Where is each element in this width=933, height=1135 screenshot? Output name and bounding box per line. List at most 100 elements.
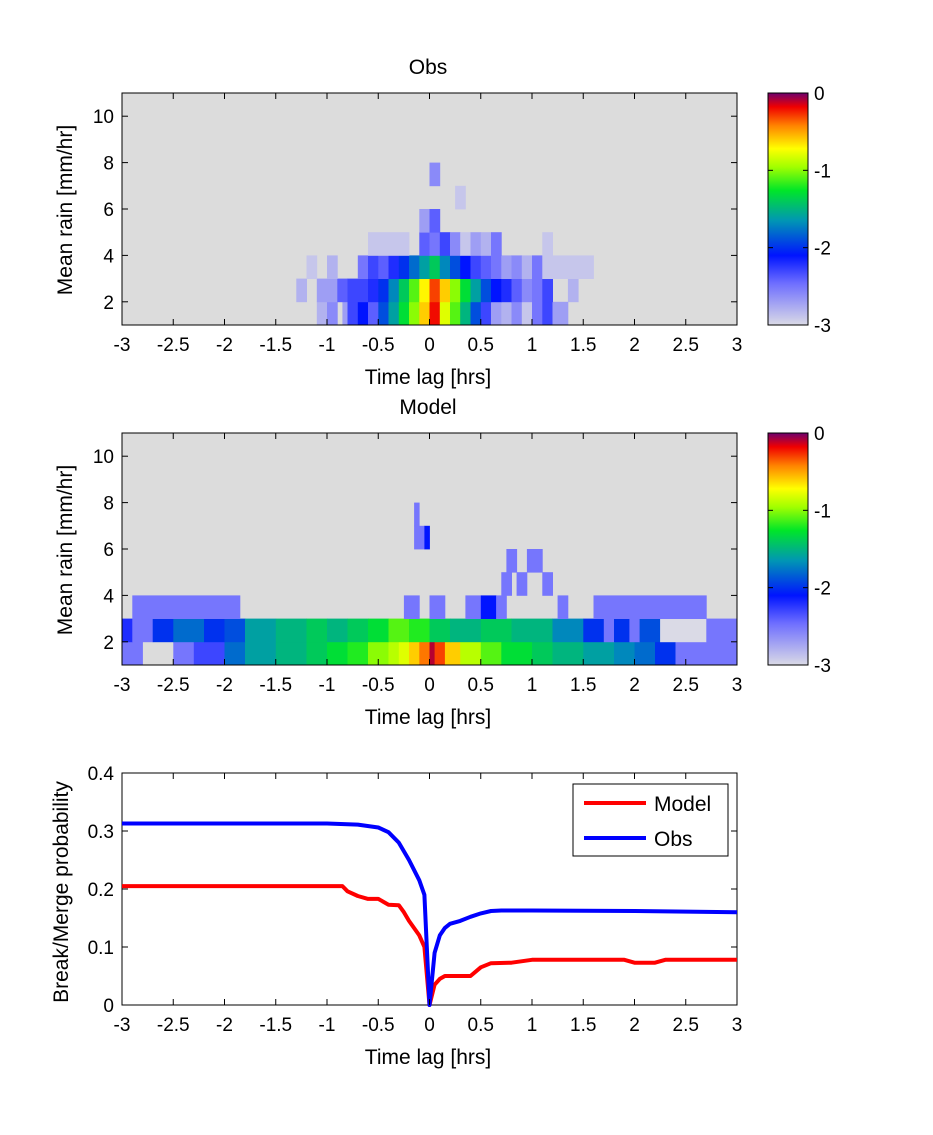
heatmap-cell bbox=[511, 278, 523, 303]
heatmap-cell bbox=[132, 618, 154, 643]
y-tick-label: 0.2 bbox=[88, 880, 114, 901]
heatmap-cell bbox=[480, 255, 492, 279]
x-tick-label: 1 bbox=[527, 1015, 538, 1036]
heatmap-cell bbox=[424, 525, 430, 550]
heatmap-cell bbox=[429, 232, 441, 256]
heatmap-cell bbox=[419, 278, 430, 303]
heatmap-cell bbox=[419, 209, 430, 233]
heatmap-cell bbox=[347, 641, 369, 666]
heatmap-cell bbox=[491, 301, 502, 326]
y-tick-label: 0.4 bbox=[88, 764, 115, 785]
heatmap-cell bbox=[521, 278, 533, 303]
heatmap-cell bbox=[429, 209, 441, 233]
colorbar-tick-label: 0 bbox=[814, 424, 825, 445]
y-tick-label: 4 bbox=[103, 586, 114, 607]
x-tick-label: -2 bbox=[216, 1015, 233, 1036]
heatmap-cell bbox=[378, 255, 389, 279]
heatmap-cell bbox=[419, 255, 430, 279]
y-tick-label: 0 bbox=[103, 996, 114, 1017]
heatmap-cell bbox=[501, 255, 512, 279]
heatmap-cell bbox=[455, 185, 466, 210]
x-tick-label: 0 bbox=[424, 1015, 435, 1036]
legend-box bbox=[572, 783, 729, 857]
heatmap-cell bbox=[480, 278, 492, 303]
x-tick-label: -1.5 bbox=[259, 335, 292, 356]
obs-x-ticks: -3 -2.5 -2 -1.5 -1 -0.5 0 0.5 1 1.5 2 2.5 3 bbox=[114, 93, 742, 356]
heatmap-cell bbox=[511, 301, 523, 326]
heatmap-cell bbox=[439, 255, 451, 279]
obs-panel: Obs -3 -2.5 -2 -1.5 -1 -0.5 0 0.5 1 1.5 2 2.5 3 2 4 6 8… bbox=[54, 56, 831, 389]
heatmap-cell bbox=[460, 232, 471, 256]
heatmap-cell bbox=[439, 232, 451, 256]
heatmap-cell bbox=[429, 255, 441, 279]
model-x-ticks: -3 -2.5 -2 -1.5 -1 -0.5 0 0.5 1 1.5 2 2.5 3 bbox=[114, 433, 743, 696]
heatmap-cell bbox=[388, 641, 400, 666]
heatmap-cell bbox=[368, 232, 410, 256]
heatmap-cell bbox=[245, 618, 277, 643]
x-tick-label: 2 bbox=[629, 675, 640, 696]
heatmap-cell bbox=[501, 278, 512, 303]
heatmap-cell bbox=[398, 641, 410, 666]
colorbar-tick-label: -1 bbox=[814, 161, 831, 182]
heatmap-cell bbox=[368, 301, 379, 326]
x-tick-label: 3 bbox=[732, 675, 743, 696]
heatmap-cell bbox=[173, 618, 205, 643]
heatmap-cell bbox=[409, 255, 420, 279]
heatmap-cell bbox=[470, 255, 482, 279]
colorbar-tick-label: -2 bbox=[814, 579, 831, 600]
x-tick-label: -2 bbox=[216, 335, 233, 356]
x-tick-label: 1.5 bbox=[570, 335, 596, 356]
colorbar-tick-label: -2 bbox=[814, 239, 831, 260]
model-y-label: Mean rain [mm/hr] bbox=[54, 465, 77, 635]
heatmap-cell bbox=[470, 232, 482, 256]
series-line-model bbox=[122, 884, 737, 1007]
x-tick-label: 0.5 bbox=[468, 675, 494, 696]
heatmap-cell bbox=[444, 641, 461, 666]
heatmap-cell bbox=[532, 278, 543, 303]
model-colorbar bbox=[767, 432, 809, 666]
obs-colorbar bbox=[767, 92, 809, 326]
x-tick-label: 1 bbox=[527, 675, 538, 696]
heatmap-cell bbox=[552, 301, 569, 326]
x-tick-label: 0 bbox=[424, 335, 435, 356]
heatmap-cell bbox=[480, 301, 492, 326]
heatmap-cell bbox=[204, 618, 225, 643]
heatmap-cell bbox=[506, 549, 518, 573]
x-tick-label: 2 bbox=[629, 335, 640, 356]
y-tick-label: 0.1 bbox=[88, 938, 114, 959]
heatmap-cell bbox=[429, 301, 441, 326]
x-tick-label: -2.5 bbox=[157, 675, 190, 696]
legend-label-obs: Obs bbox=[654, 828, 693, 851]
x-tick-label: 1 bbox=[527, 335, 538, 356]
colorbar-tick-label: -3 bbox=[814, 316, 831, 337]
colorbar-tick-label: -3 bbox=[814, 656, 831, 677]
heatmap-cell bbox=[193, 641, 225, 666]
x-tick-label: -0.5 bbox=[362, 335, 395, 356]
series-line-obs bbox=[122, 821, 738, 1007]
x-tick-label: -3 bbox=[114, 1015, 131, 1036]
heatmap-cell bbox=[542, 301, 553, 326]
x-tick-label: 0 bbox=[424, 675, 435, 696]
heatmap-cell bbox=[542, 278, 553, 303]
heatmap-cell bbox=[583, 641, 615, 666]
heatmap-cell bbox=[439, 278, 451, 303]
heatmap-cell bbox=[132, 595, 241, 619]
x-tick-label: 0.5 bbox=[468, 335, 494, 356]
heatmap-cell bbox=[521, 255, 533, 279]
heatmap-cell bbox=[480, 641, 502, 666]
heatmap-cell bbox=[552, 618, 584, 643]
y-tick-label: 10 bbox=[93, 107, 114, 128]
x-tick-label: -1.5 bbox=[259, 675, 292, 696]
heatmap-cell bbox=[480, 618, 512, 643]
heatmap-cell bbox=[342, 301, 348, 326]
model-title: Model bbox=[399, 396, 456, 419]
heatmap-cell bbox=[614, 618, 630, 643]
legend-label-model: Model bbox=[654, 793, 711, 816]
heatmap-cell bbox=[275, 641, 307, 666]
y-tick-label: 2 bbox=[103, 293, 114, 314]
x-tick-label: 1.5 bbox=[570, 675, 596, 696]
heatmap-cell bbox=[491, 278, 502, 303]
x-tick-label: -1 bbox=[319, 675, 336, 696]
heatmap-cell bbox=[122, 618, 133, 643]
heatmap-cell bbox=[552, 641, 584, 666]
